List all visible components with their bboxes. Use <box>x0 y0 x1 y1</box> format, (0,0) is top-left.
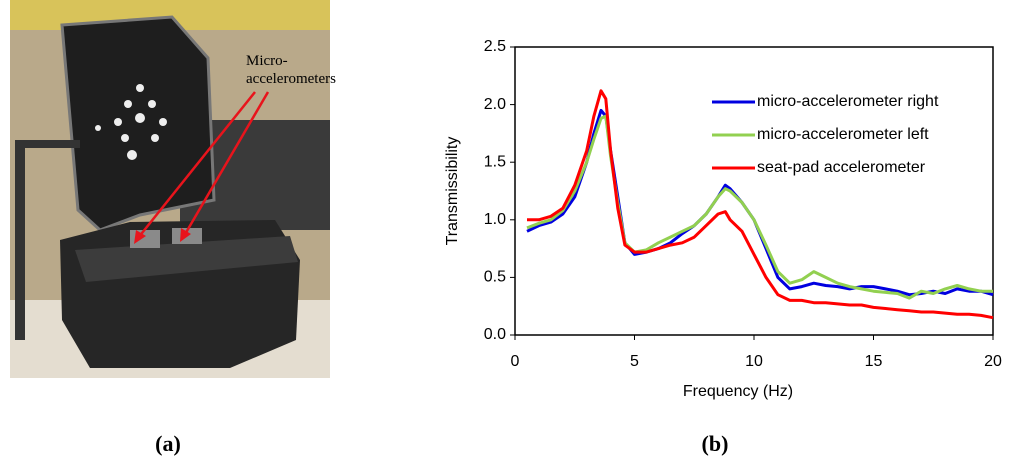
data-line <box>527 89 994 320</box>
arrow-head <box>180 228 191 242</box>
y-axis-label: Transmissibility <box>444 137 461 246</box>
photo-label-line: accelerometers <box>246 71 336 87</box>
legend-label: seat-pad accelerometer <box>757 159 926 176</box>
arrow <box>137 91 256 239</box>
y-tick-label: 2.5 <box>484 38 506 55</box>
y-tick-label: 0.0 <box>484 326 506 343</box>
x-tick-label: 15 <box>865 353 883 370</box>
frame-bar <box>25 140 80 148</box>
x-tick-label: 5 <box>630 353 639 370</box>
x-tick-label: 10 <box>745 353 763 370</box>
panel-label: (b) <box>702 431 729 456</box>
y-tick-label: 0.5 <box>484 269 506 286</box>
chart: Frequency (Hz) Transmissibility 0.0 0.5 1.… <box>444 38 1002 400</box>
x-tick-label: 0 <box>511 353 520 370</box>
x-tick-label: 20 <box>984 353 1002 370</box>
seat-back <box>60 15 216 232</box>
photo-label-line: Micro- <box>246 53 288 69</box>
data-line <box>526 114 993 300</box>
legend-label: micro-accelerometer right <box>757 93 939 110</box>
y-tick-label: 1.0 <box>484 211 506 228</box>
y-tick-label: 2.0 <box>484 96 506 113</box>
arrow-head <box>134 230 146 244</box>
photo-label: Micro-accelerometers <box>246 53 336 87</box>
panel-label: (a) <box>155 431 181 456</box>
back-holes <box>95 84 167 160</box>
x-axis-label: Frequency (Hz) <box>683 383 793 400</box>
legend-label: micro-accelerometer left <box>757 126 929 143</box>
sensor-pad <box>130 230 160 248</box>
arrow <box>182 91 270 237</box>
frame-post <box>15 140 25 340</box>
y-tick-label: 1.5 <box>484 153 506 170</box>
photo: Micro-accelerometers <box>10 0 336 378</box>
